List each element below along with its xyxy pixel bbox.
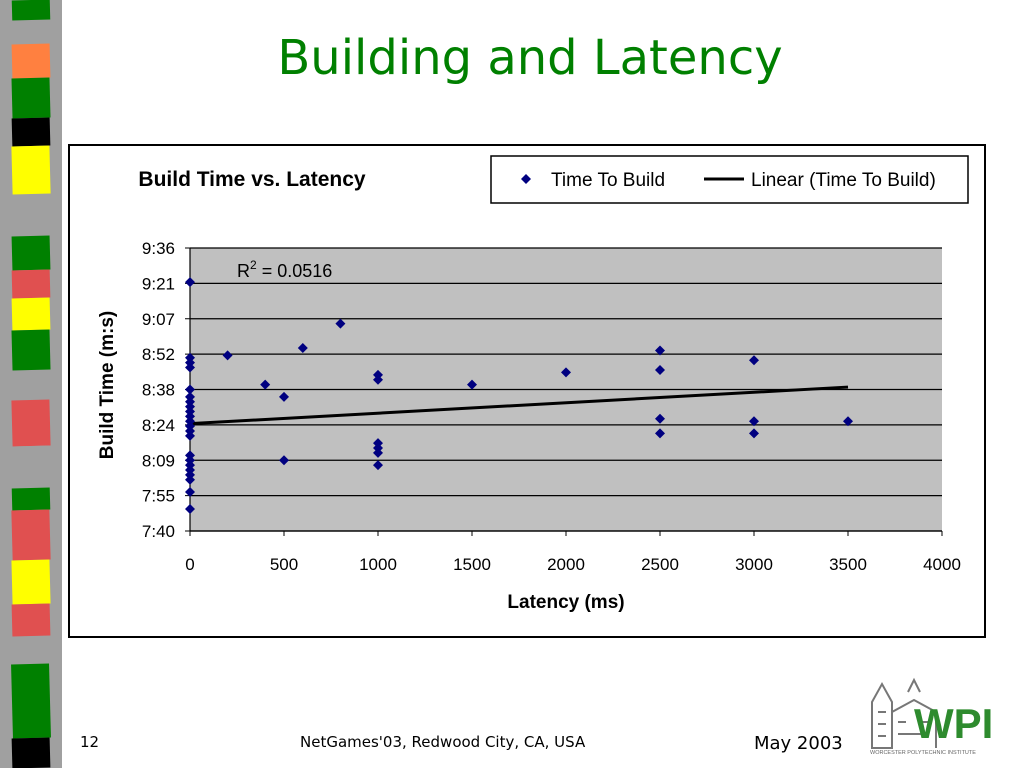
y-axis-ticks: 7:40 7:55 8:09 8:24 8:38 8:52 9:07 9:21 9:36 [142, 239, 175, 541]
data-point [655, 345, 665, 356]
data-point [185, 430, 195, 441]
strip-block [11, 145, 51, 195]
data-point [655, 413, 665, 424]
strip-block [11, 43, 51, 79]
data-point [185, 486, 195, 497]
x-tick-label: 3000 [735, 555, 773, 574]
data-points [185, 277, 853, 515]
logo-wordmark: WPI [914, 700, 993, 747]
data-point [185, 474, 195, 485]
strip-block [11, 0, 51, 21]
x-tick-label: 2500 [641, 555, 679, 574]
strip-block [11, 269, 51, 299]
data-point [185, 362, 195, 373]
data-point [467, 379, 477, 390]
chart: Build Time vs. Latency Time To Build Lin… [97, 155, 969, 613]
data-point [373, 447, 383, 458]
strip-block [11, 663, 51, 739]
x-axis-label: Latency (ms) [507, 592, 624, 613]
y-tick-label: 8:52 [142, 345, 175, 364]
strip-block [11, 445, 51, 483]
data-point [222, 350, 233, 361]
y-tick-label: 9:36 [142, 239, 175, 258]
data-point [260, 379, 271, 390]
data-point [749, 428, 759, 439]
trendline-segment [189, 385, 849, 426]
y-tick-label: 8:24 [142, 416, 175, 435]
logo-subtitle: WORCESTER POLYTECHNIC INSTITUTE [870, 750, 976, 756]
y-tick-label: 9:21 [142, 274, 175, 293]
footer-date: May 2003 [754, 733, 843, 754]
x-tick-label: 3500 [829, 555, 867, 574]
decorative-color-strip [0, 0, 62, 768]
page-number: 12 [80, 733, 100, 751]
chart-title: Build Time vs. Latency [138, 168, 366, 191]
building-icon [871, 677, 937, 749]
y-tick-label: 8:38 [142, 381, 175, 400]
strip-block [11, 399, 51, 447]
data-point [185, 384, 195, 395]
strip-block [11, 117, 51, 147]
strip-block [11, 297, 51, 331]
chart-frame: Build Time vs. Latency Time To Build Lin… [68, 144, 986, 638]
data-point [279, 455, 289, 466]
data-point [749, 355, 759, 366]
y-tick-label: 7:55 [142, 487, 175, 506]
x-tick-label: 2000 [547, 555, 585, 574]
data-point [185, 504, 195, 515]
strip-block [11, 77, 51, 119]
data-point [297, 343, 308, 354]
data-point [749, 416, 759, 427]
data-point [373, 374, 383, 385]
legend-label-time-to-build: Time To Build [551, 170, 665, 191]
data-point [373, 460, 383, 471]
data-point [843, 416, 853, 427]
slide-title: Building and Latency [277, 30, 783, 86]
strip-block [11, 487, 51, 511]
x-tick-label: 500 [270, 555, 298, 574]
legend-label-linear: Linear (Time To Build) [751, 170, 936, 191]
strip-block [11, 559, 51, 605]
x-tick-label: 1000 [359, 555, 397, 574]
trendline [189, 385, 849, 426]
x-tick-label: 4000 [923, 555, 961, 574]
strip-block [11, 603, 51, 637]
x-tick-label: 1500 [453, 555, 491, 574]
strip-block [11, 329, 51, 371]
data-point [655, 428, 665, 439]
r-squared-annotation: R2 = 0.0516 [237, 258, 332, 281]
x-tick-label: 0 [185, 555, 194, 574]
strip-block [11, 235, 51, 271]
footer-venue: NetGames'03, Redwood City, CA, USA [300, 733, 586, 751]
wpi-logo: WPI WORCESTER POLYTECHNIC INSTITUTE [870, 677, 993, 756]
legend-diamond-icon [521, 174, 531, 184]
data-point [279, 391, 289, 402]
data-point [335, 318, 346, 329]
strip-block [11, 737, 51, 768]
x-axis-ticks: 0 500 1000 1500 2000 2500 3000 3500 4000 [185, 531, 961, 574]
data-point [655, 364, 665, 375]
y-tick-label: 8:09 [142, 451, 175, 470]
y-tick-label: 9:07 [142, 310, 175, 329]
y-axis-label: Build Time (m:s) [97, 311, 118, 460]
data-point [185, 277, 195, 288]
legend: Time To Build Linear (Time To Build) [490, 155, 969, 204]
strip-block [11, 509, 51, 561]
data-point [561, 367, 571, 378]
y-tick-label: 7:40 [142, 522, 175, 541]
